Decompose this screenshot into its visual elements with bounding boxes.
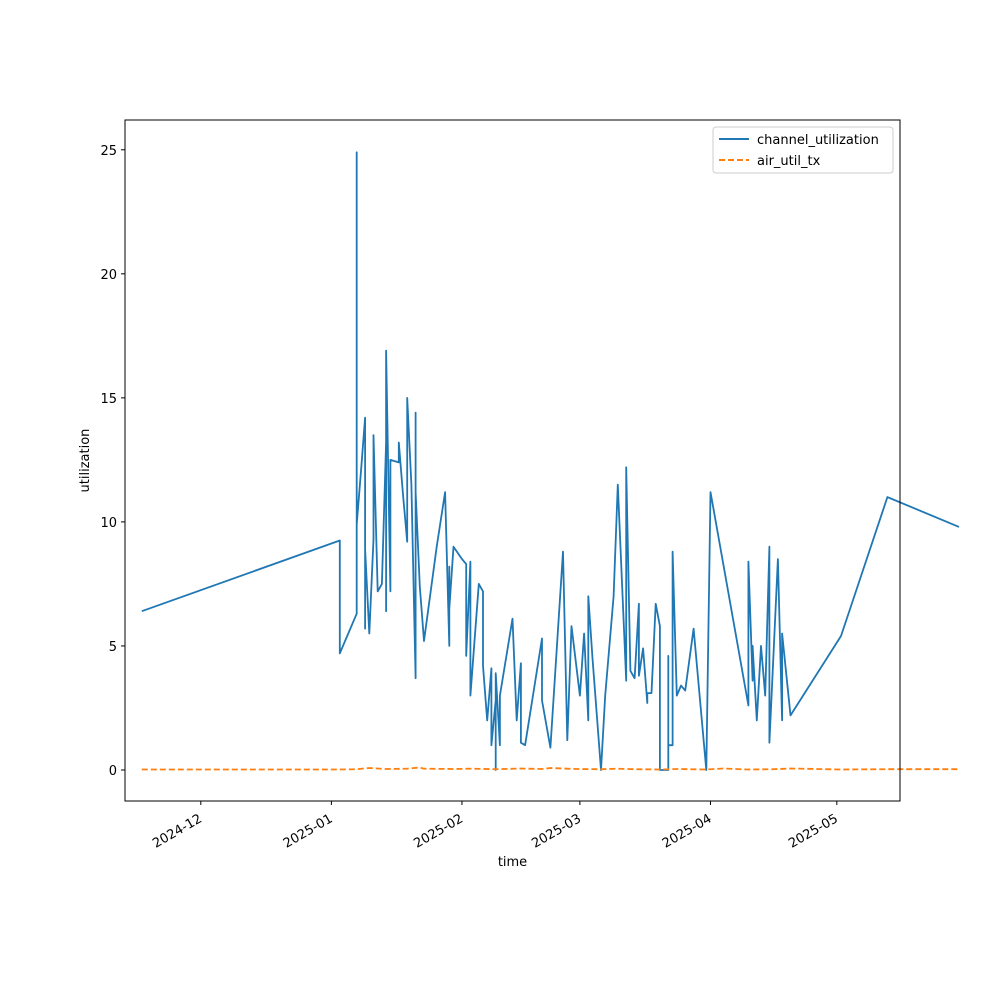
plot-frame <box>124 119 901 802</box>
plot-area <box>125 120 900 801</box>
y-tick-label: 0 <box>109 764 117 779</box>
y-tick-label: 20 <box>100 268 117 283</box>
legend-label-channel-utilization: channel_utilization <box>757 133 879 148</box>
y-tick-label: 25 <box>100 144 117 159</box>
legend: channel_utilization air_util_tx <box>712 126 894 174</box>
series-layer <box>141 151 960 771</box>
y-tick-label: 5 <box>109 640 117 655</box>
series-line-air-util-tx <box>141 766 959 771</box>
y-tick-label: 15 <box>100 392 117 407</box>
legend-box <box>712 126 894 174</box>
x-axis-label: time <box>498 855 527 870</box>
y-tick-label: 10 <box>100 516 117 531</box>
y-axis-label: utilization <box>78 429 93 493</box>
series-line-channel-utilization <box>141 151 960 771</box>
legend-label-air-util-tx: air_util_tx <box>757 154 821 169</box>
y-axis: 0 5 10 15 20 25 <box>100 144 125 779</box>
